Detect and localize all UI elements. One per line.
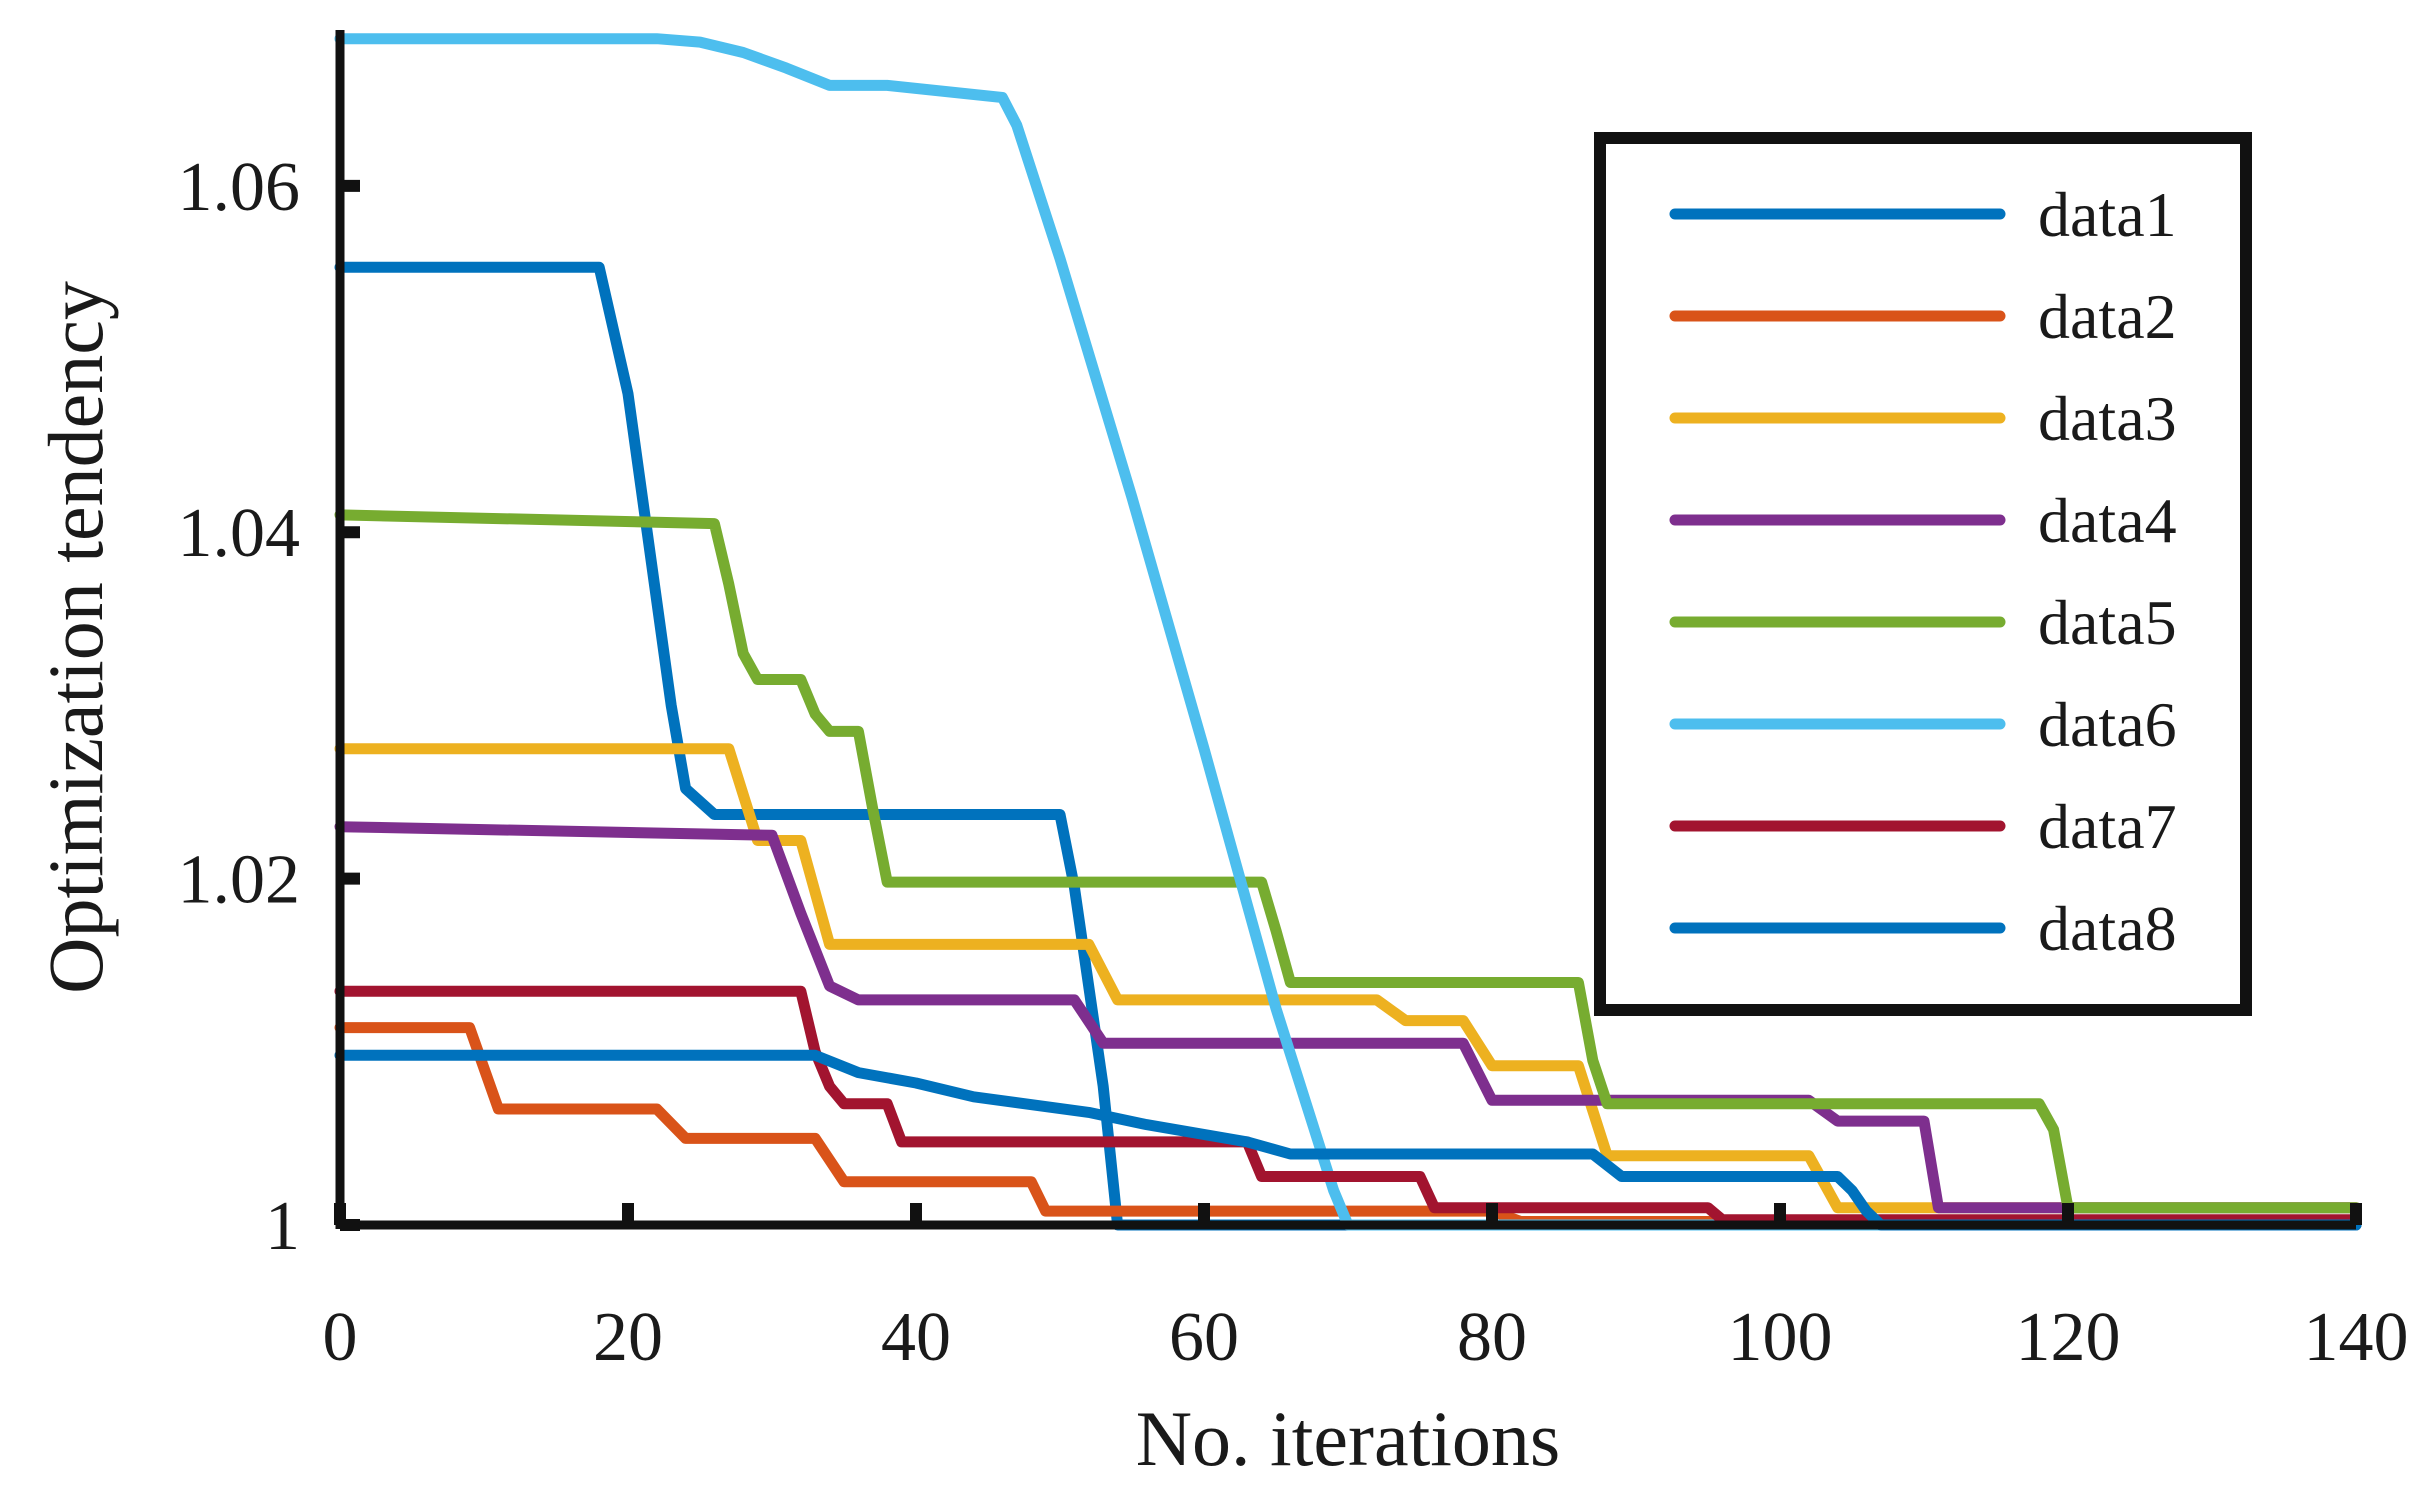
series-line-data6 [334, 33, 2362, 1231]
x-tick-label: 20 [593, 1299, 663, 1376]
y-tick-label: 1.04 [178, 495, 301, 572]
x-tick-label: 100 [1728, 1299, 1833, 1376]
x-tick-label: 120 [2016, 1299, 2121, 1376]
y-tick-label: 1 [265, 1188, 300, 1265]
x-tick-label: 140 [2304, 1299, 2409, 1376]
legend-label-data3: data3 [2038, 383, 2177, 454]
legend-box [1594, 132, 2252, 1016]
series-line-data5 [334, 509, 2362, 1214]
x-tick-label: 0 [323, 1299, 358, 1376]
x-axis-label: No. iterations [1136, 1395, 1561, 1482]
legend-label-data4: data4 [2038, 485, 2177, 556]
legend-label-data8: data8 [2038, 893, 2177, 964]
series-line-data1 [334, 261, 2362, 1231]
legend-label-data6: data6 [2038, 689, 2177, 760]
x-tick-label: 60 [1169, 1299, 1239, 1376]
legend-label-data7: data7 [2038, 791, 2177, 862]
legend-label-data2: data2 [2038, 281, 2177, 352]
x-tick-label: 40 [881, 1299, 951, 1376]
y-tick-label: 1.02 [178, 842, 301, 919]
legend-label-data5: data5 [2038, 587, 2177, 658]
series-line-data8 [334, 1049, 2362, 1231]
legend-label-data1: data1 [2038, 179, 2177, 250]
y-axis-label: Optimization tendency [32, 281, 119, 994]
x-tick-label: 80 [1457, 1299, 1527, 1376]
series-lines [334, 33, 2362, 1231]
y-axis-ticks: 1 1.02 1.04 1.06 [178, 149, 360, 1265]
y-tick-label: 1.06 [178, 149, 301, 226]
x-axis-ticks: 0 20 40 60 80 100 120 140 [323, 1203, 2409, 1376]
legend: data1 data2 data3 data4 data5 data6 data7 data8 [1594, 132, 2252, 1016]
